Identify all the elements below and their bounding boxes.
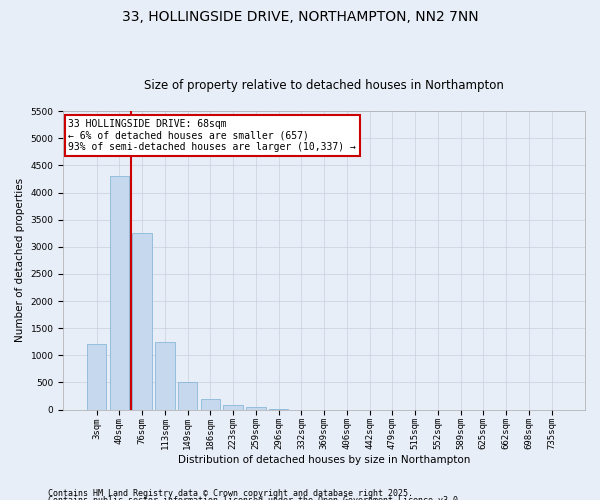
Bar bbox=[246, 407, 266, 410]
Bar bbox=[87, 344, 106, 410]
Bar bbox=[178, 382, 197, 409]
Bar bbox=[201, 398, 220, 409]
Bar bbox=[155, 342, 175, 409]
Text: 33 HOLLINGSIDE DRIVE: 68sqm
← 6% of detached houses are smaller (657)
93% of sem: 33 HOLLINGSIDE DRIVE: 68sqm ← 6% of deta… bbox=[68, 118, 356, 152]
Title: Size of property relative to detached houses in Northampton: Size of property relative to detached ho… bbox=[144, 79, 504, 92]
Bar bbox=[269, 409, 289, 410]
X-axis label: Distribution of detached houses by size in Northampton: Distribution of detached houses by size … bbox=[178, 455, 470, 465]
Bar bbox=[223, 405, 243, 409]
Bar bbox=[110, 176, 129, 410]
Text: Contains HM Land Registry data © Crown copyright and database right 2025.: Contains HM Land Registry data © Crown c… bbox=[48, 488, 413, 498]
Text: Contains public sector information licensed under the Open Government Licence v3: Contains public sector information licen… bbox=[48, 496, 463, 500]
Text: 33, HOLLINGSIDE DRIVE, NORTHAMPTON, NN2 7NN: 33, HOLLINGSIDE DRIVE, NORTHAMPTON, NN2 … bbox=[122, 10, 478, 24]
Bar bbox=[133, 234, 152, 410]
Y-axis label: Number of detached properties: Number of detached properties bbox=[15, 178, 25, 342]
